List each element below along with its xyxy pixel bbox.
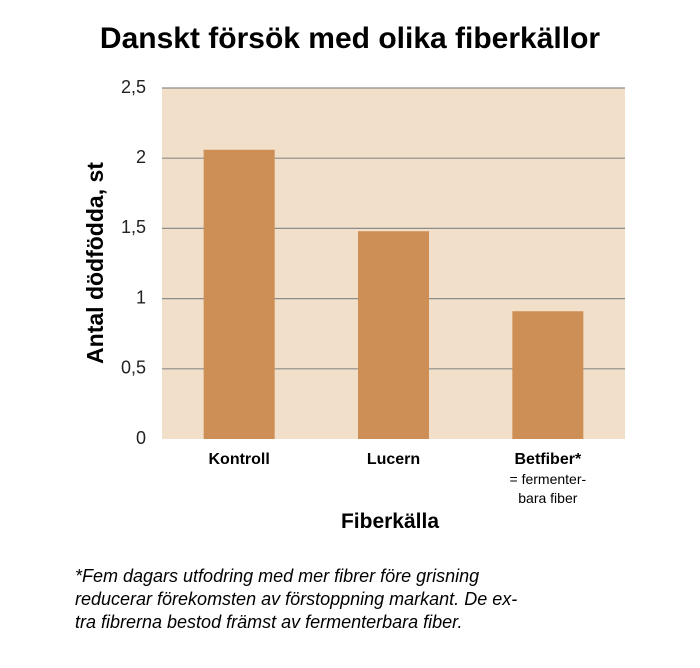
x-category-label: Betfiber* (514, 451, 581, 468)
footnote-line: reducerar förekomsten av förstoppning ma… (75, 589, 518, 609)
footnote-line: *Fem dagars utfodring med mer fibrer för… (75, 566, 480, 586)
bar (358, 231, 429, 439)
chart-title: Danskt försök med olika fiberkällor (99, 22, 601, 55)
y-tick-label: 0 (136, 428, 146, 448)
y-tick-label: 2,5 (121, 77, 146, 97)
footnote-line: tra fibrerna bestod främst av fermenterb… (75, 612, 463, 632)
x-category-labels: Kontroll Lucern Betfiber* = fermenter-bara … (209, 451, 587, 506)
y-tick-label: 1,5 (121, 217, 146, 237)
y-tick-label: 1 (136, 287, 146, 307)
x-axis-label: Fiberkälla (341, 510, 439, 533)
bars (203, 149, 584, 439)
y-tick-labels: 0 0,5 1 1,5 2 2,5 (121, 77, 146, 448)
x-category-sublabel: = fermenter- (510, 471, 587, 487)
bar (512, 311, 584, 439)
bar (203, 149, 275, 439)
x-category-sublabel: bara fiber (518, 490, 577, 506)
footnote: *Fem dagars utfodring med mer fibrer för… (75, 565, 655, 634)
y-tick-label: 2 (136, 147, 146, 167)
y-axis-label: Antal dödfödda, st (82, 162, 108, 364)
x-category-label: Lucern (367, 451, 420, 468)
y-tick-label: 0,5 (121, 358, 146, 378)
x-category-label: Kontroll (209, 451, 270, 468)
